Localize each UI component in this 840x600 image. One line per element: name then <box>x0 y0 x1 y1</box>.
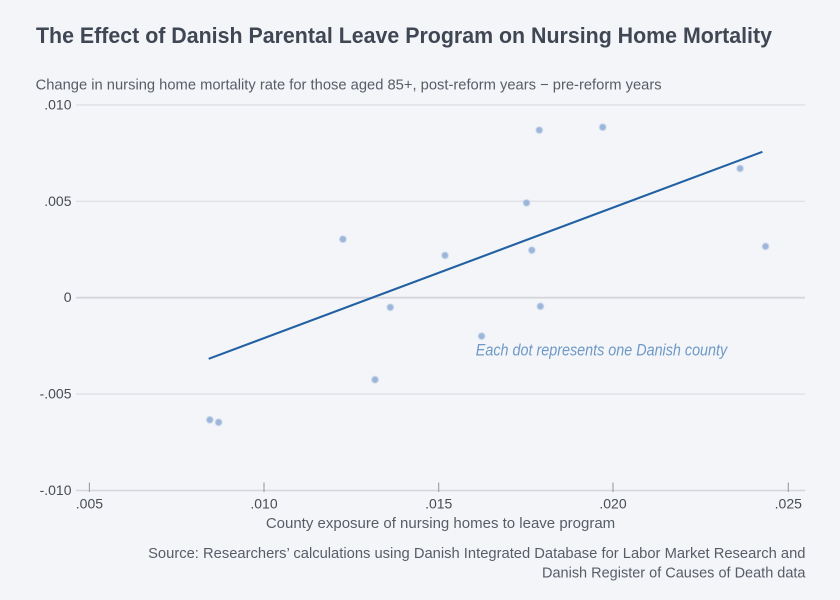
svg-text:0: 0 <box>64 289 72 305</box>
svg-text:.025: .025 <box>775 496 802 512</box>
svg-text:-.005: -.005 <box>40 386 72 402</box>
svg-text:Change in nursing home mortali: Change in nursing home mortality rate fo… <box>36 77 662 94</box>
svg-text:.010: .010 <box>44 96 71 112</box>
svg-text:County exposure of nursing hom: County exposure of nursing homes to leav… <box>266 515 615 532</box>
svg-text:.005: .005 <box>44 193 71 209</box>
svg-text:.015: .015 <box>425 496 452 512</box>
svg-text:.005: .005 <box>76 496 103 512</box>
svg-text:Danish Register of Causes of D: Danish Register of Causes of Death data <box>542 565 806 582</box>
svg-text:-.010: -.010 <box>40 482 72 498</box>
svg-text:.010: .010 <box>250 496 277 512</box>
svg-text:.020: .020 <box>599 496 626 512</box>
svg-text:Source: Researchers’ calculati: Source: Researchers’ calculations using … <box>148 545 805 562</box>
svg-text:The Effect of Danish Parental: The Effect of Danish Parental Leave Prog… <box>36 23 773 48</box>
svg-text:Each dot represents one Danish: Each dot represents one Danish county <box>476 341 729 360</box>
